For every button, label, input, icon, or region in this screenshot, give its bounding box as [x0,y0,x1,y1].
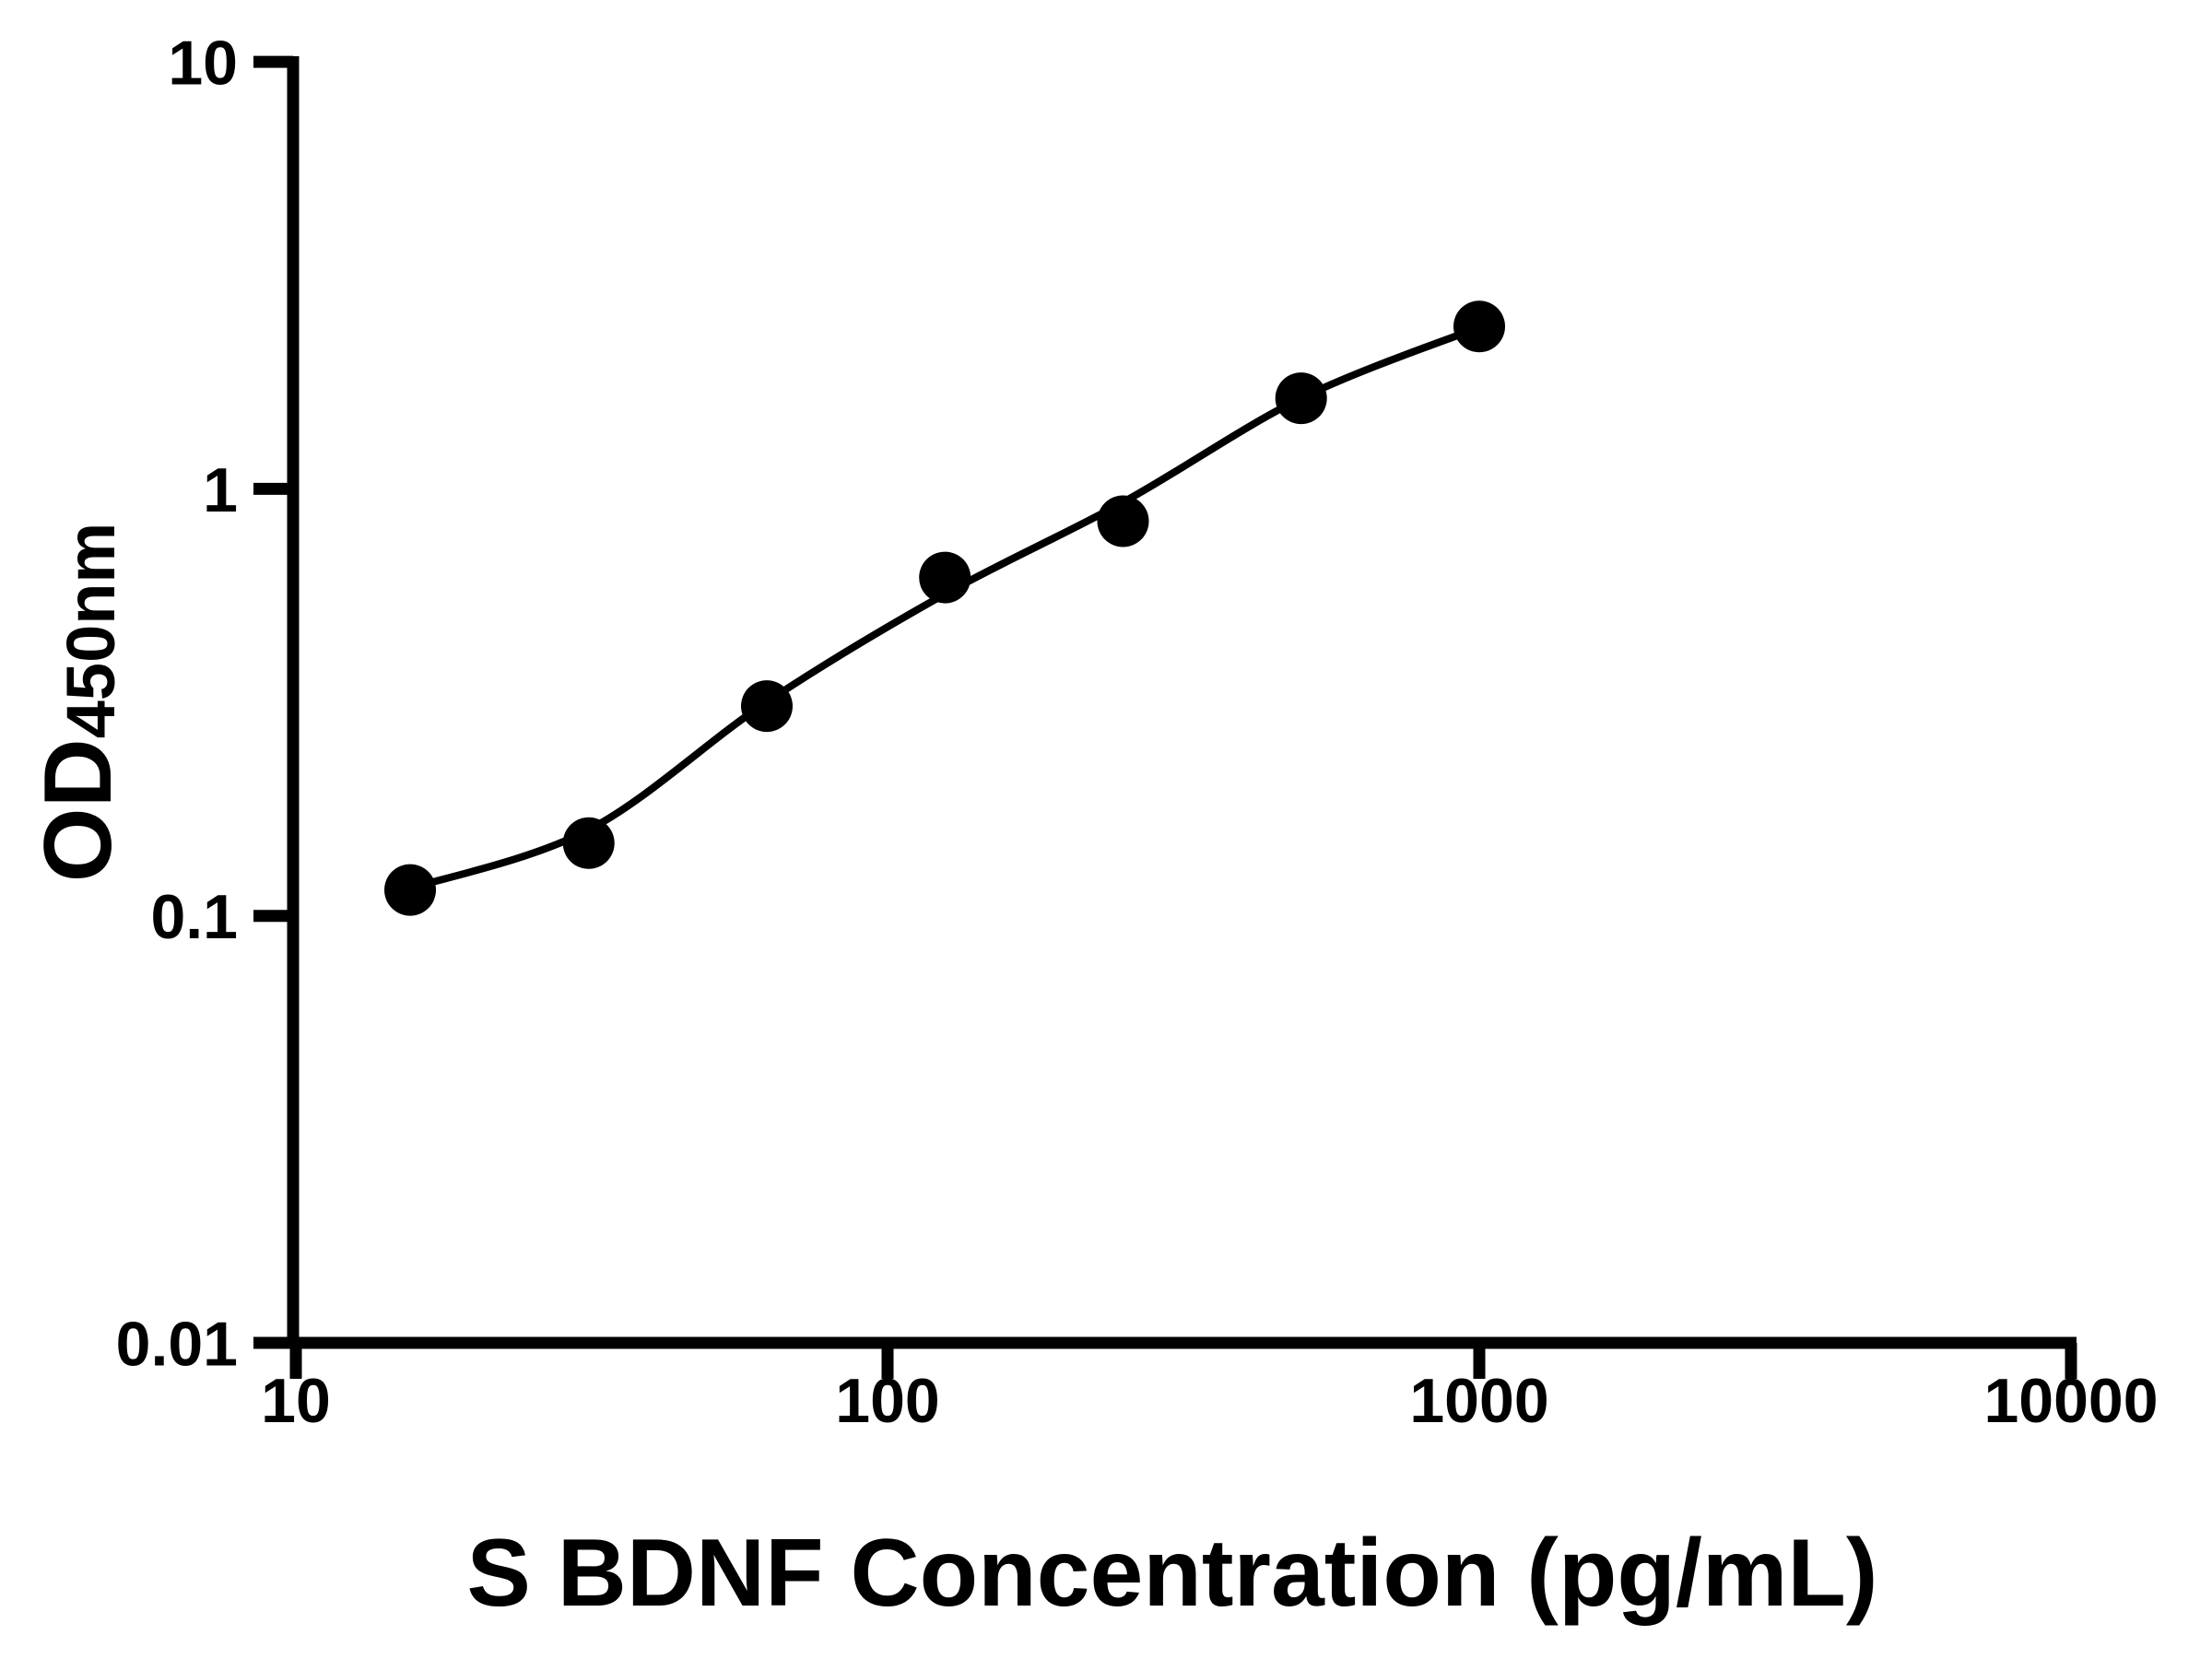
data-point-marker [919,551,971,604]
y-axis-title-main: OD [25,738,132,882]
data-point-marker [741,680,793,733]
x-tick-label: 10000 [1983,1366,2158,1436]
y-tick-label: 0.01 [116,1309,238,1379]
data-point-marker [384,864,436,916]
axes [287,56,2077,1349]
data-point-marker [1453,300,1505,353]
data-point-marker [1275,372,1327,425]
data-points [384,300,1505,916]
y-tick-label: 1 [203,455,238,525]
y-tick-labels: 10 1 0.1 0.01 [116,29,238,1380]
y-tick-label: 10 [168,29,238,99]
x-tick-label: 100 [835,1366,939,1436]
y-tick-label: 0.1 [150,882,238,952]
y-axis-title-subscript: 450nm [53,523,129,738]
x-tick-label: 1000 [1409,1366,1548,1436]
data-point-marker [1097,495,1149,547]
x-axis-ticks [289,1343,2077,1379]
x-axis-title: S BDNF Concentration (pg/mL) [466,1520,1877,1627]
y-axis-ticks [253,55,293,1349]
x-tick-label: 10 [261,1366,331,1436]
x-tick-labels: 10 100 1000 10000 [261,1366,2158,1436]
data-point-marker [562,817,615,869]
y-axis-title: OD450nm [25,523,132,882]
